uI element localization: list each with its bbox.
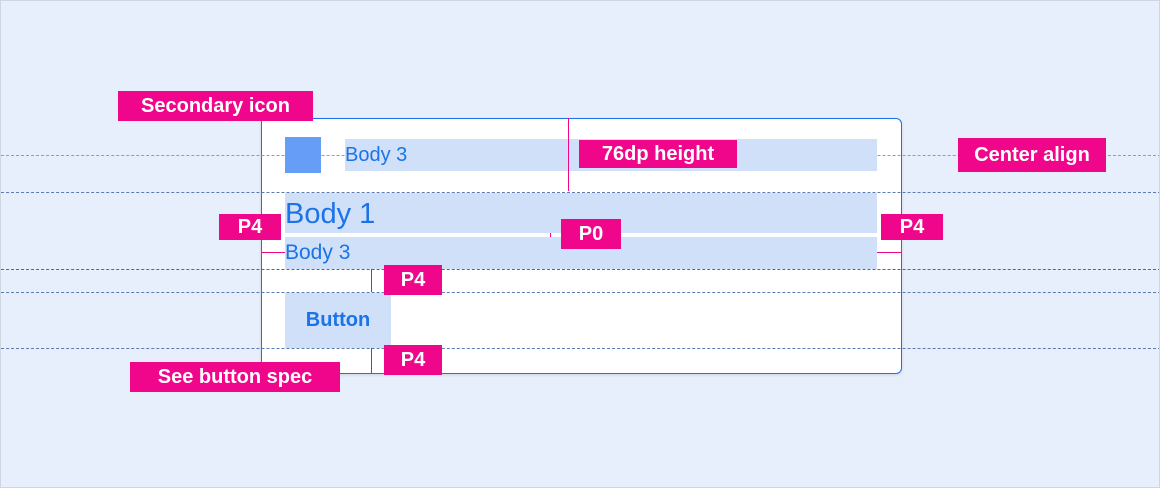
padding-measure-line <box>371 348 372 373</box>
padding-below-button-label: P4 <box>384 345 442 375</box>
height-measure-line <box>568 118 569 191</box>
button-spec-label: See button spec <box>130 362 340 392</box>
padding-between-label: P0 <box>561 219 621 249</box>
secondary-icon <box>285 137 321 173</box>
padding-left-label: P4 <box>219 214 281 240</box>
padding-measure-line <box>877 252 901 253</box>
gap-measure-line <box>550 233 551 237</box>
guide-line <box>1 269 1159 270</box>
guide-line <box>1 192 1159 193</box>
height-label: 76dp height <box>579 140 737 168</box>
padding-right-label: P4 <box>881 214 943 240</box>
padding-measure-line <box>261 252 285 253</box>
padding-above-button-label: P4 <box>384 265 442 295</box>
card-button[interactable]: Button <box>285 293 391 348</box>
secondary-icon-label: Secondary icon <box>118 91 313 121</box>
guide-line <box>1 348 1159 349</box>
center-align-label: Center align <box>958 138 1106 172</box>
padding-measure-line <box>371 269 372 292</box>
guide-line <box>1 292 1159 293</box>
